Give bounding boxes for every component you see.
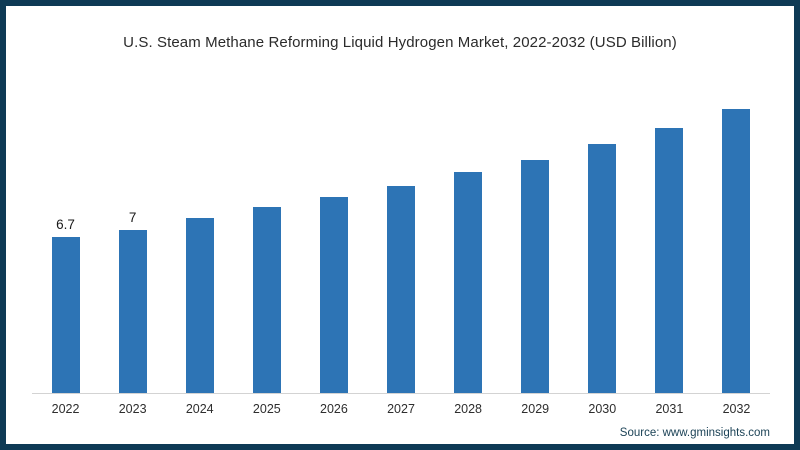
x-tick-label-2022: 2022: [51, 402, 80, 416]
x-tick-label-2032: 2032: [722, 402, 751, 416]
bar-2025: [252, 207, 281, 393]
bar-slot-2024: [166, 198, 233, 393]
bar-2026: [319, 197, 348, 393]
bar-2031: [655, 128, 684, 393]
x-tick-label-2028: 2028: [454, 402, 483, 416]
x-axis-labels: 2022 2023 2024 2025 2026 2027 2028 2029 2030 2031…: [32, 402, 770, 416]
bar-slot-2026: [300, 177, 367, 393]
bar-slot-2025: [233, 187, 300, 393]
x-axis-line: [32, 393, 770, 394]
plot-area: 6.7 7 2022 2023 2024 2025 2026 2027 2028 2029 203…: [32, 73, 770, 416]
x-tick-label-2030: 2030: [588, 402, 617, 416]
bar-2023: [118, 230, 147, 393]
x-tick-label-2031: 2031: [655, 402, 684, 416]
bar-slot-2029: [502, 140, 569, 393]
x-tick-label-2024: 2024: [185, 402, 214, 416]
bar-slot-2031: [636, 108, 703, 393]
bar-slot-2022: 6.7: [32, 217, 99, 393]
bars-container: 6.7 7: [32, 73, 770, 393]
bar-2029: [521, 160, 550, 393]
bar-slot-2032: [703, 89, 770, 393]
bar-2028: [454, 172, 483, 393]
x-tick-label-2026: 2026: [320, 402, 348, 416]
bar-slot-2030: [569, 124, 636, 393]
bar-2030: [588, 144, 617, 393]
bar-2032: [722, 109, 751, 393]
bar-slot-2023: 7: [99, 210, 166, 393]
x-tick-label-2025: 2025: [252, 402, 281, 416]
x-tick-label-2029: 2029: [521, 402, 550, 416]
source-attribution: Source: www.gminsights.com: [619, 427, 770, 439]
bar-slot-2028: [435, 152, 502, 393]
chart-title: U.S. Steam Methane Reforming Liquid Hydr…: [123, 34, 677, 51]
x-tick-label-2023: 2023: [118, 402, 147, 416]
bar-value-label: 7: [128, 210, 137, 225]
bar-value-label: 6.7: [56, 217, 75, 232]
bar-2027: [387, 186, 416, 393]
bar-slot-2027: [367, 166, 434, 393]
bar-2024: [185, 218, 214, 393]
bar-2022: [51, 237, 80, 393]
x-tick-label-2027: 2027: [387, 402, 415, 416]
